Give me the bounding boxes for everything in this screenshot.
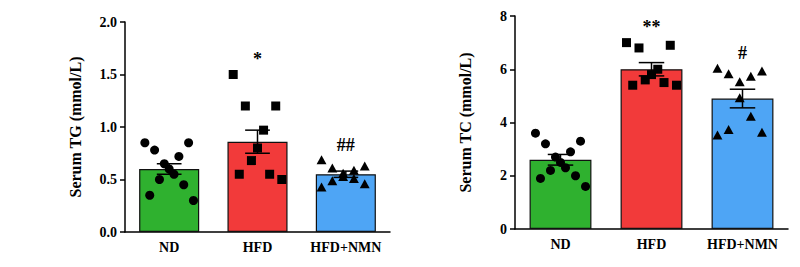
svg-text:HFD: HFD [637,237,667,252]
svg-text:ND: ND [159,240,179,255]
svg-text:HFD+NMN: HFD+NMN [310,240,381,255]
svg-text:8: 8 [500,9,507,24]
svg-text:0.0: 0.0 [100,225,118,240]
svg-text:2.0: 2.0 [100,15,118,30]
svg-text:**: ** [643,17,661,37]
svg-text:ND: ND [550,237,570,252]
svg-text:4: 4 [500,115,507,130]
svg-text:Serum TG (mmol/L): Serum TG (mmol/L) [67,56,85,197]
svg-text:0.5: 0.5 [100,172,118,187]
svg-text:HFD+NMN: HFD+NMN [707,237,778,252]
svg-text:6: 6 [500,62,507,77]
svg-text:1.5: 1.5 [100,67,118,82]
svg-text:#: # [738,43,747,63]
svg-text:2: 2 [500,168,507,183]
svg-text:##: ## [337,135,355,155]
svg-text:HFD: HFD [243,240,273,255]
svg-text:1.0: 1.0 [100,120,118,135]
svg-text:*: * [253,49,262,69]
svg-text:Serum TC (mmol/L): Serum TC (mmol/L) [457,52,475,192]
svg-text:0: 0 [500,222,507,237]
